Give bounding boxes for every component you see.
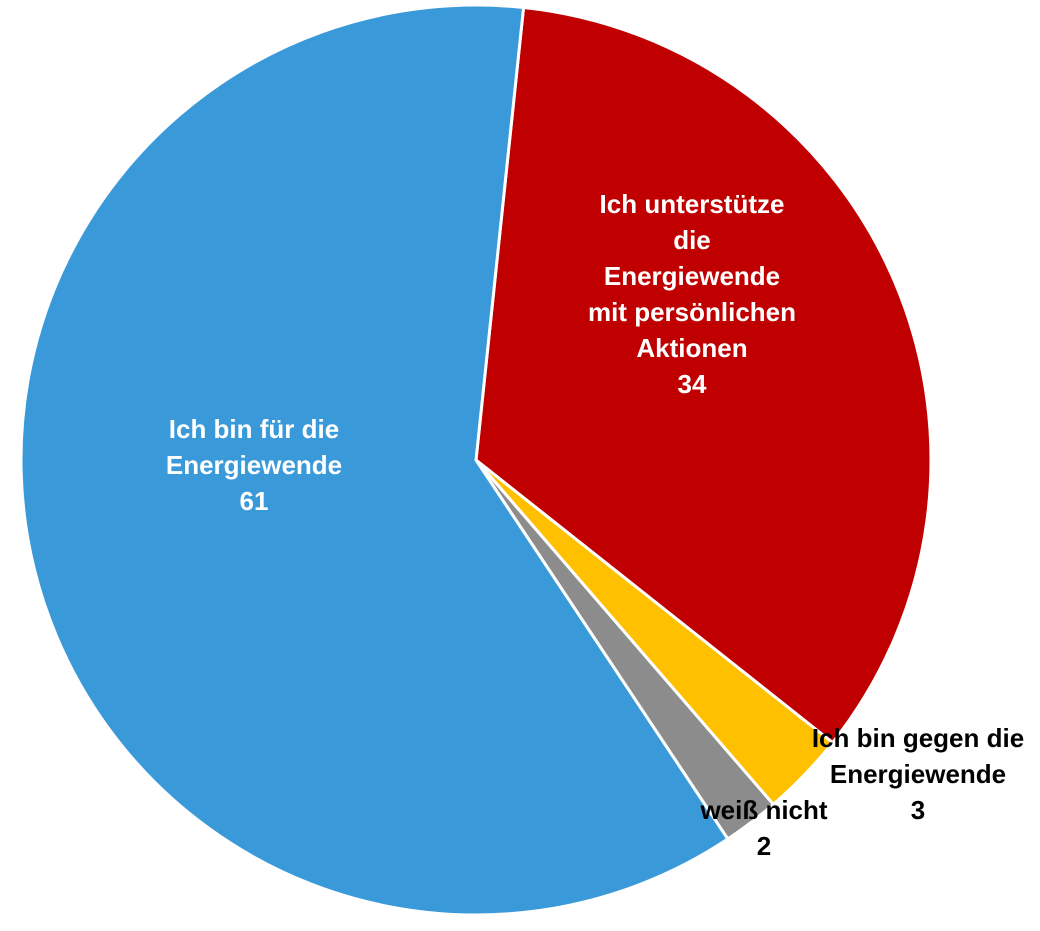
pie-slice-label-line: die: [673, 225, 711, 255]
pie-slice-label-line: Energiewende: [604, 261, 780, 291]
pie-slice-label-1: Ich bin gegen die Energiewende 3: [812, 723, 1024, 825]
pie-slice-label-line: Energiewende: [166, 450, 342, 480]
pie-slice-value-0: 34: [678, 369, 707, 399]
pie-slice-label-line: Ich unterstütze: [600, 189, 785, 219]
pie-slice-label-line: mit persönlichen: [588, 297, 796, 327]
pie-slice-label-2: weiß nicht 2: [699, 795, 827, 861]
pie-labels: Ich unterstütze die Energiewende mit persön…: [166, 189, 1024, 861]
pie-slice-0: [474, 5, 933, 745]
pie-slice-label-line: weiß nicht: [699, 795, 827, 825]
pie-slices: [19, 3, 933, 917]
pie-slice-value-1: 3: [911, 795, 925, 825]
pie-slice-label-line: Energiewende: [830, 759, 1006, 789]
pie-slice-value-2: 2: [757, 831, 771, 861]
pie-slice-label-line: Ich bin für die: [169, 414, 339, 444]
pie-slice-label-0: Ich unterstütze die Energiewende mit persön…: [588, 189, 796, 399]
pie-slice-3: [19, 3, 730, 917]
pie-slice-label-line: Aktionen: [636, 333, 747, 363]
pie-slice-label-line: Ich bin gegen die: [812, 723, 1024, 753]
pie-slice-value-3: 61: [240, 486, 269, 516]
pie-slice-label-3: Ich bin für die Energiewende 61: [166, 414, 342, 516]
